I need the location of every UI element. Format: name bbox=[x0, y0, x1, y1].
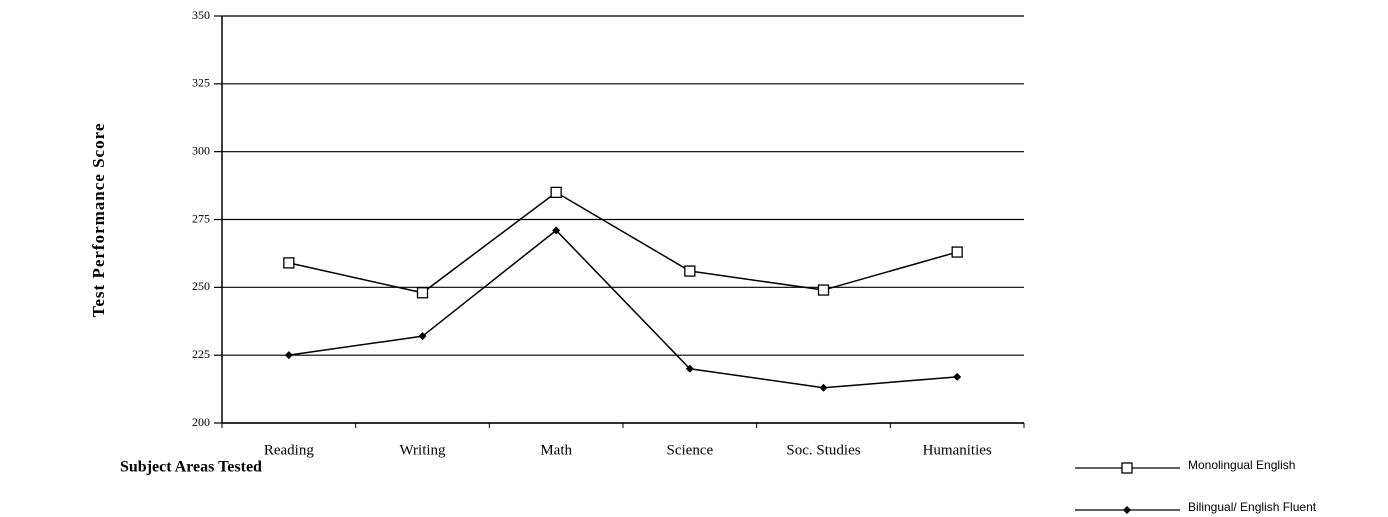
legend-label: Monolingual English bbox=[1188, 458, 1295, 472]
y-tick-label: 350 bbox=[192, 8, 210, 22]
marker bbox=[552, 226, 561, 235]
y-tick-label: 325 bbox=[192, 76, 210, 90]
x-tick-label: Writing bbox=[399, 442, 446, 458]
marker bbox=[819, 383, 828, 392]
y-tick-label: 300 bbox=[192, 143, 210, 157]
legend-label: Bilingual/ English Fluent bbox=[1188, 500, 1317, 514]
x-tick-label: Reading bbox=[264, 442, 314, 458]
marker bbox=[1123, 506, 1131, 514]
marker bbox=[416, 287, 429, 299]
series-line bbox=[288, 191, 958, 294]
y-tick-label: 200 bbox=[192, 415, 210, 429]
marker bbox=[684, 265, 696, 277]
marker bbox=[418, 332, 427, 341]
marker bbox=[550, 186, 562, 199]
y-axis-title: Test Performance Score bbox=[89, 123, 108, 318]
series-line bbox=[288, 229, 958, 389]
x-tick-label: Soc. Studies bbox=[786, 442, 860, 458]
x-tick-label: Science bbox=[667, 442, 714, 458]
marker bbox=[284, 351, 293, 360]
marker bbox=[1121, 462, 1133, 474]
y-tick-label: 275 bbox=[192, 211, 210, 225]
x-tick-label: Humanities bbox=[923, 442, 992, 458]
x-tick-label: Math bbox=[540, 442, 572, 458]
y-tick-label: 250 bbox=[192, 279, 210, 293]
marker bbox=[951, 246, 963, 258]
y-tick-label: 225 bbox=[192, 347, 210, 361]
marker bbox=[817, 284, 830, 296]
marker bbox=[953, 372, 962, 381]
marker bbox=[283, 257, 295, 269]
marker bbox=[685, 364, 694, 373]
x-axis-title: Subject Areas Tested bbox=[120, 459, 262, 476]
